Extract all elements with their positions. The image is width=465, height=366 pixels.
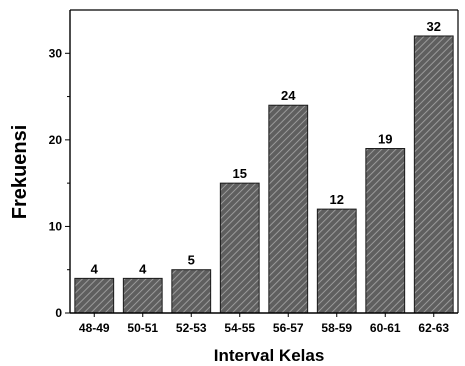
x-tick-label-50-51: 50-51 bbox=[127, 321, 158, 335]
data-label-50-51: 4 bbox=[139, 261, 147, 276]
data-label-58-59: 12 bbox=[330, 192, 344, 207]
x-tick-label-48-49: 48-49 bbox=[79, 321, 110, 335]
data-labels-group: 4 4 5 15 24 12 19 32 bbox=[91, 19, 441, 276]
data-label-60-61: 19 bbox=[378, 132, 392, 147]
bar-58-59 bbox=[316, 208, 357, 314]
bar-56-57 bbox=[268, 104, 309, 314]
x-tick-label-60-61: 60-61 bbox=[370, 321, 401, 335]
y-tick-labels: 0 10 20 30 bbox=[49, 46, 70, 320]
data-label-56-57: 24 bbox=[281, 88, 296, 103]
data-label-54-55: 15 bbox=[233, 166, 247, 181]
x-tick-label-52-53: 52-53 bbox=[176, 321, 207, 335]
data-label-62-63: 32 bbox=[427, 19, 441, 34]
bar-50-51 bbox=[122, 277, 163, 314]
y-tick-label-30: 30 bbox=[49, 46, 63, 60]
data-label-48-49: 4 bbox=[91, 261, 99, 276]
bars-group bbox=[74, 35, 454, 314]
x-tick-label-54-55: 54-55 bbox=[224, 321, 255, 335]
x-tick-label-62-63: 62-63 bbox=[418, 321, 449, 335]
y-tick-label-10: 10 bbox=[49, 219, 63, 233]
y-tick-label-0: 0 bbox=[55, 306, 62, 320]
x-tick-label-56-57: 56-57 bbox=[273, 321, 304, 335]
x-axis-title: Interval Kelas bbox=[214, 346, 325, 365]
x-tick-label-58-59: 58-59 bbox=[321, 321, 352, 335]
data-label-52-53: 5 bbox=[188, 253, 195, 268]
y-tick-label-20: 20 bbox=[49, 133, 63, 147]
bar-48-49 bbox=[74, 277, 115, 314]
bar-54-55 bbox=[219, 182, 260, 314]
bar-60-61 bbox=[365, 148, 406, 314]
y-axis-title: Frekuensi bbox=[9, 125, 31, 219]
x-tick-labels: 48-49 50-51 52-53 54-55 56-57 58-59 60-61 62-63 bbox=[79, 313, 449, 335]
bar-52-53 bbox=[171, 269, 212, 314]
bar-62-63 bbox=[413, 35, 454, 314]
